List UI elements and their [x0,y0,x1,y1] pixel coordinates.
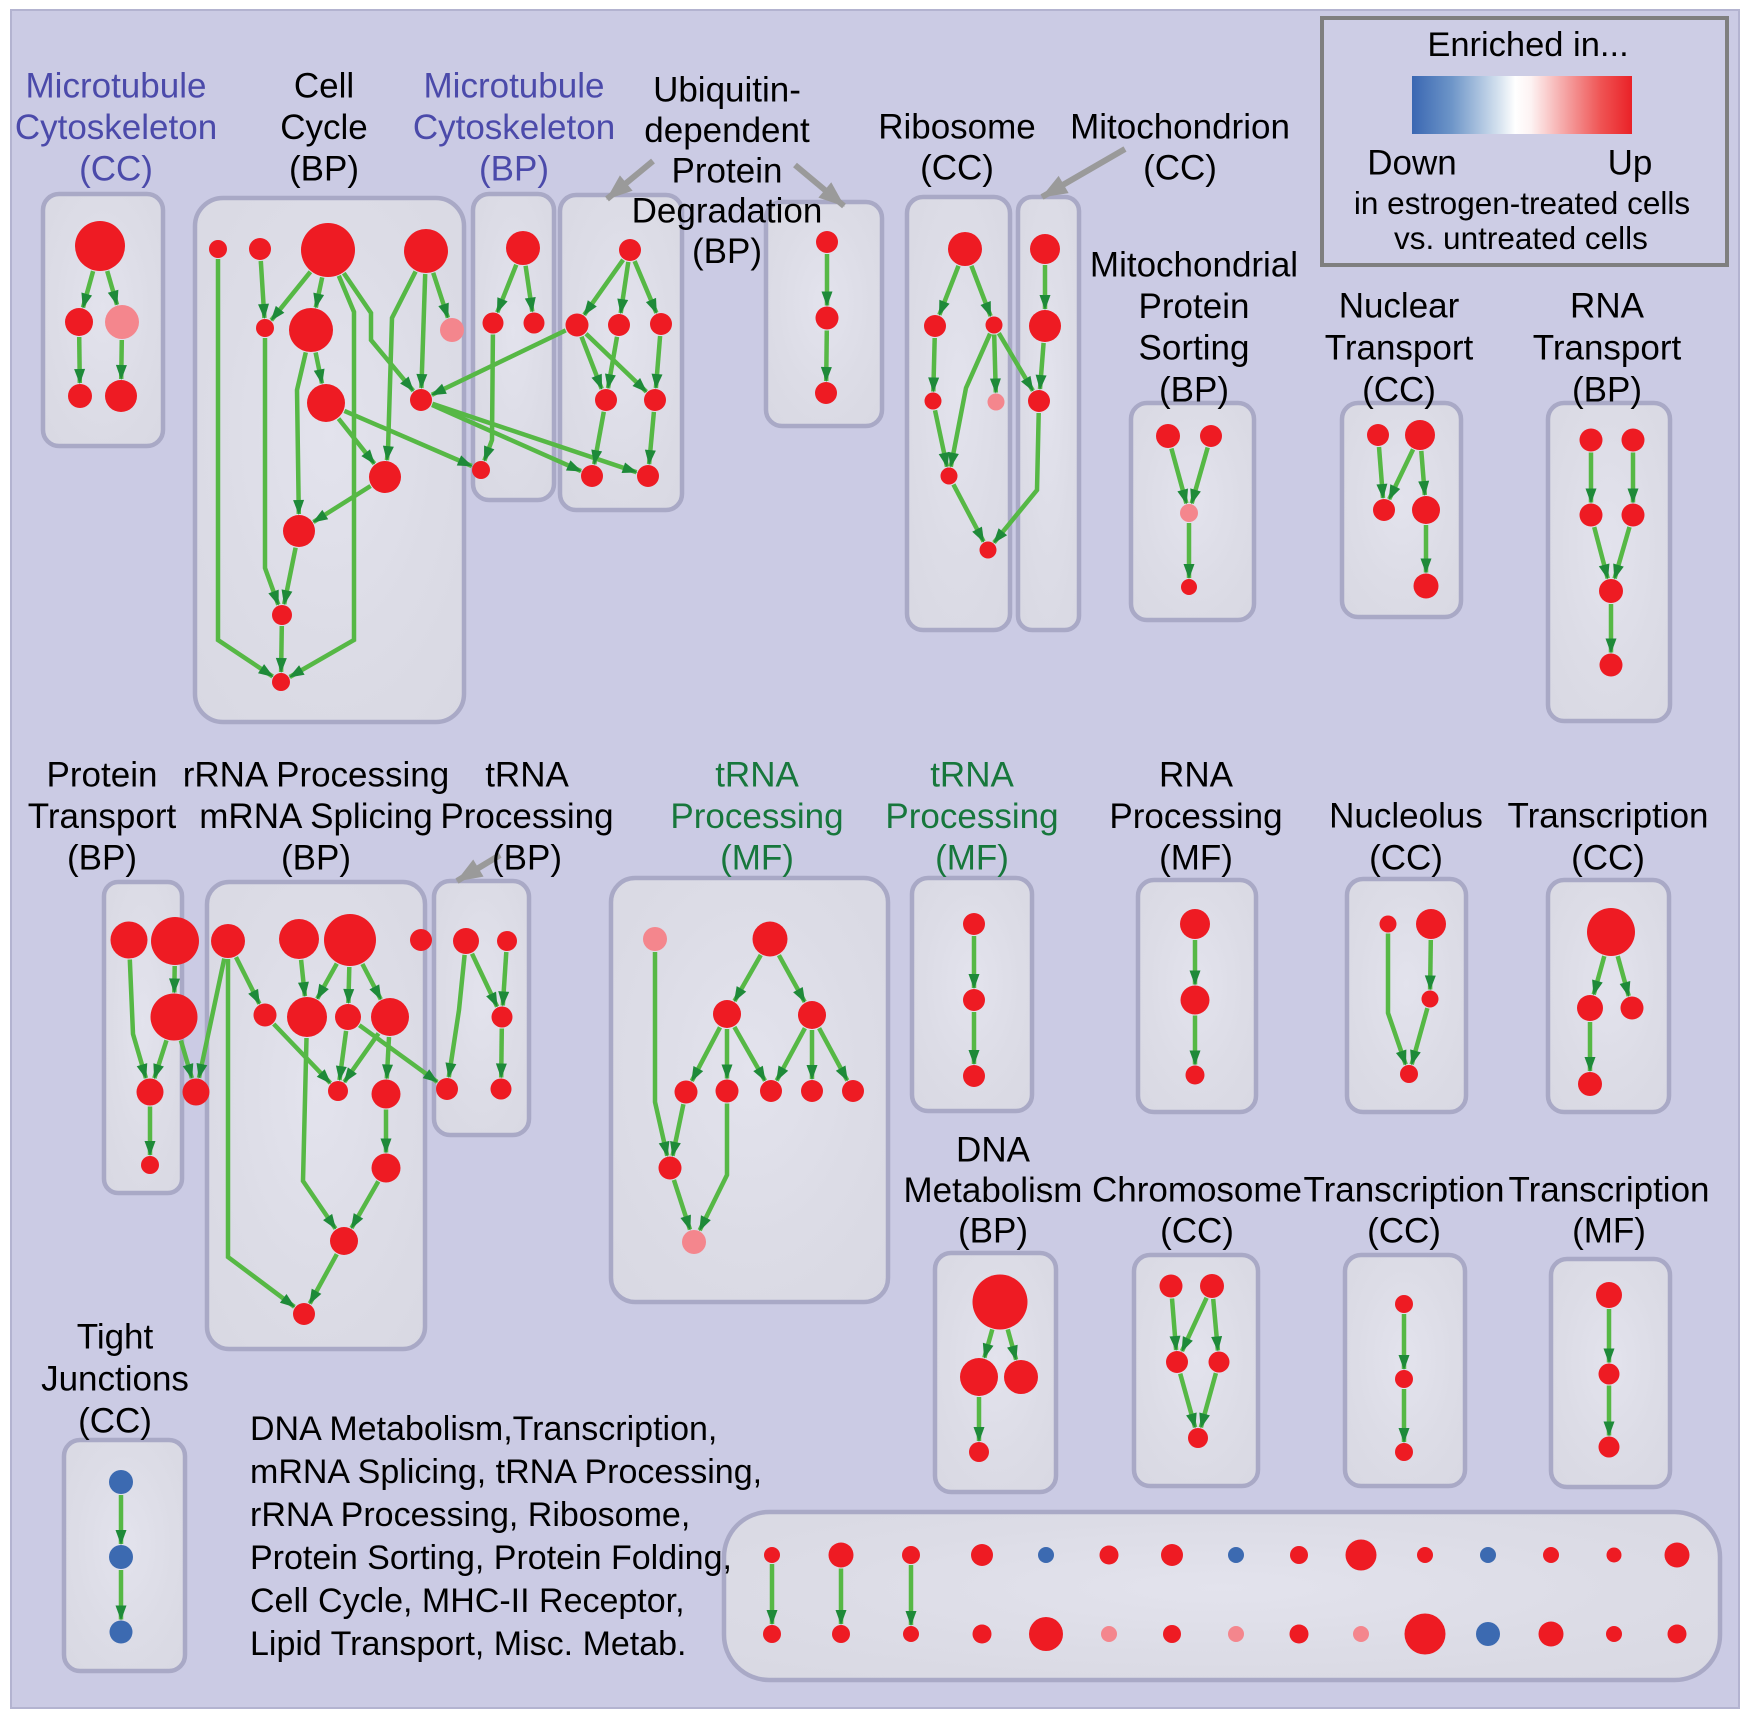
svg-text:Metabolism: Metabolism [904,1171,1083,1210]
svg-text:tRNA: tRNA [715,756,799,795]
svg-text:Protein Sorting, Protein Foldi: Protein Sorting, Protein Folding, [250,1539,732,1577]
svg-text:mRNA Splicing: mRNA Splicing [199,797,432,836]
svg-text:(CC): (CC) [920,149,994,188]
svg-text:(CC): (CC) [1367,1212,1441,1251]
svg-text:Enriched in...: Enriched in... [1427,26,1628,64]
svg-text:vs. untreated cells: vs. untreated cells [1394,220,1648,256]
svg-text:(BP): (BP) [958,1212,1028,1251]
svg-text:(CC): (CC) [78,1402,152,1441]
svg-text:(CC): (CC) [79,149,153,188]
svg-text:Transport: Transport [1325,329,1474,368]
svg-text:(BP): (BP) [67,839,137,878]
svg-text:(BP): (BP) [1572,371,1642,410]
svg-text:Up: Up [1608,144,1653,183]
svg-text:Chromosome: Chromosome [1092,1171,1302,1210]
svg-text:Degradation: Degradation [632,192,823,231]
svg-text:(BP): (BP) [289,149,359,188]
svg-text:rRNA Processing: rRNA Processing [183,756,449,795]
svg-text:Processing: Processing [440,797,613,836]
svg-text:Cytoskeleton: Cytoskeleton [15,108,217,147]
svg-text:in estrogen-treated cells: in estrogen-treated cells [1354,185,1690,221]
svg-text:(CC): (CC) [1160,1212,1234,1251]
svg-text:Cytoskeleton: Cytoskeleton [413,108,615,147]
svg-text:Protein: Protein [1139,287,1250,326]
svg-text:(BP): (BP) [692,232,762,271]
svg-text:RNA: RNA [1570,287,1645,326]
svg-text:dependent: dependent [644,111,810,150]
svg-text:Protein: Protein [672,151,783,190]
svg-text:(CC): (CC) [1571,839,1645,878]
svg-text:(MF): (MF) [1572,1212,1646,1251]
svg-text:Cell Cycle, MHC-II Receptor,: Cell Cycle, MHC-II Receptor, [250,1582,685,1620]
svg-text:tRNA: tRNA [485,756,569,795]
svg-text:Microtubule: Microtubule [424,67,605,106]
svg-text:Transcription: Transcription [1509,1171,1710,1210]
svg-text:(BP): (BP) [1159,370,1229,409]
svg-text:(CC): (CC) [1143,149,1217,188]
svg-text:Tight: Tight [77,1318,154,1357]
svg-text:(MF): (MF) [1159,839,1233,878]
svg-text:RNA: RNA [1159,756,1234,795]
svg-text:mRNA Splicing, tRNA Processing: mRNA Splicing, tRNA Processing, [250,1453,762,1491]
svg-text:(BP): (BP) [492,839,562,878]
svg-text:Junctions: Junctions [41,1360,189,1399]
svg-text:Processing: Processing [1109,797,1282,836]
svg-text:DNA Metabolism,Transcription,: DNA Metabolism,Transcription, [250,1410,717,1448]
svg-text:(BP): (BP) [281,839,351,878]
svg-text:Nuclear: Nuclear [1339,287,1460,326]
svg-text:Transport: Transport [1533,329,1682,368]
svg-text:Transcription: Transcription [1304,1171,1505,1210]
svg-text:Nucleolus: Nucleolus [1329,797,1483,836]
svg-text:Processing: Processing [885,797,1058,836]
svg-text:Microtubule: Microtubule [26,67,207,106]
svg-text:Protein: Protein [47,756,158,795]
svg-text:(CC): (CC) [1362,371,1436,410]
svg-text:rRNA Processing, Ribosome,: rRNA Processing, Ribosome, [250,1496,690,1534]
svg-text:DNA: DNA [956,1131,1031,1170]
svg-text:Ubiquitin-: Ubiquitin- [653,71,801,110]
svg-text:Transcription: Transcription [1508,797,1709,836]
svg-text:Cell: Cell [294,67,354,106]
svg-text:Cycle: Cycle [280,108,368,147]
svg-text:Mitochondrion: Mitochondrion [1070,108,1290,147]
svg-text:Ribosome: Ribosome [878,108,1036,147]
svg-text:Down: Down [1367,144,1456,183]
svg-text:Processing: Processing [670,797,843,836]
svg-text:Sorting: Sorting [1139,329,1250,368]
svg-text:Lipid Transport, Misc. Metab.: Lipid Transport, Misc. Metab. [250,1625,687,1663]
svg-text:(CC): (CC) [1369,839,1443,878]
svg-text:Mitochondrial: Mitochondrial [1090,246,1298,285]
svg-text:(MF): (MF) [720,839,794,878]
svg-text:Transport: Transport [28,797,177,836]
svg-text:(BP): (BP) [479,149,549,188]
svg-text:tRNA: tRNA [930,756,1014,795]
svg-text:(MF): (MF) [935,839,1009,878]
